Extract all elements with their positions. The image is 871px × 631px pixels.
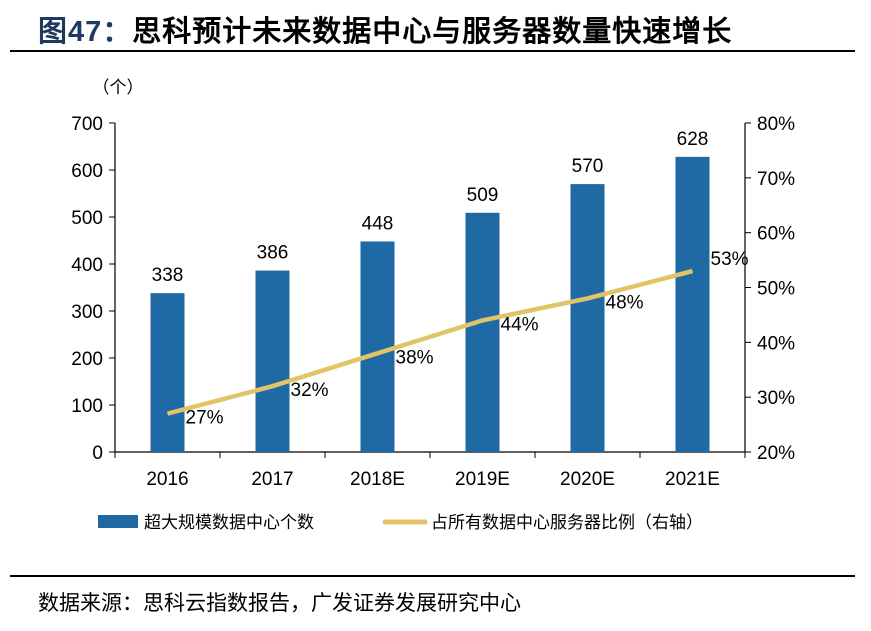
bar-data-label: 628 [677, 129, 709, 150]
y2-tick-label: 40% [757, 333, 795, 354]
title-text: 思科预计未来数据中心与服务器数量快速增长 [132, 14, 733, 48]
bar [675, 156, 710, 452]
bar-data-label: 570 [572, 156, 604, 177]
legend-bar-swatch [98, 515, 138, 528]
bar-data-label: 448 [362, 213, 394, 234]
y-tick-label: 300 [71, 302, 103, 323]
bar [360, 241, 395, 452]
ratio-line [166, 268, 694, 416]
x-tick-label: 2020E [560, 469, 615, 490]
y-unit-label: （个） [93, 78, 144, 98]
y2-tick-label: 60% [757, 224, 795, 245]
y-tick-label: 0 [92, 443, 103, 464]
legend-bar-label: 超大规模数据中心个数 [144, 513, 314, 533]
x-tick-label: 2017 [251, 469, 293, 490]
bar [150, 293, 185, 452]
legend-line-label: 占所有数据中心服务器比例（右轴） [431, 513, 703, 533]
y-tick-label: 400 [71, 255, 103, 276]
y-tick-label: 600 [71, 161, 103, 182]
line-data-label: 48% [606, 292, 644, 313]
y2-tick-label: 20% [757, 443, 795, 464]
y2-tick-label: 50% [757, 279, 795, 300]
bar-data-label: 338 [152, 265, 184, 286]
source-note: 数据来源：思科云指数报告，广发证券发展研究中心 [38, 591, 521, 615]
y2-tick-label: 30% [757, 388, 795, 409]
x-tick-label: 2021E [665, 469, 720, 490]
chart-title: 图47：思科预计未来数据中心与服务器数量快速增长 [38, 8, 732, 50]
x-tick-label: 2018E [350, 469, 405, 490]
y-tick-label: 100 [71, 396, 103, 417]
y2-tick-label: 70% [757, 169, 795, 190]
y-tick-label: 500 [71, 208, 103, 229]
line-data-label: 53% [711, 249, 749, 270]
x-tick-label: 2019E [455, 469, 510, 490]
bar-data-label: 386 [257, 243, 289, 264]
top-rule [10, 50, 855, 52]
bottom-rule [10, 575, 855, 577]
line-data-label: 44% [501, 314, 539, 335]
figure-number: 图47： [38, 16, 133, 48]
y-tick-label: 200 [71, 349, 103, 370]
line-data-label: 38% [396, 347, 434, 368]
x-tick-label: 2016 [146, 469, 188, 490]
line-data-label: 32% [291, 380, 329, 401]
line-data-label: 27% [186, 408, 224, 429]
bar [255, 270, 290, 452]
y2-tick-label: 80% [757, 114, 795, 135]
y-tick-label: 700 [71, 114, 103, 135]
bar-data-label: 509 [467, 185, 499, 206]
bar [570, 184, 605, 452]
bar [465, 212, 500, 452]
